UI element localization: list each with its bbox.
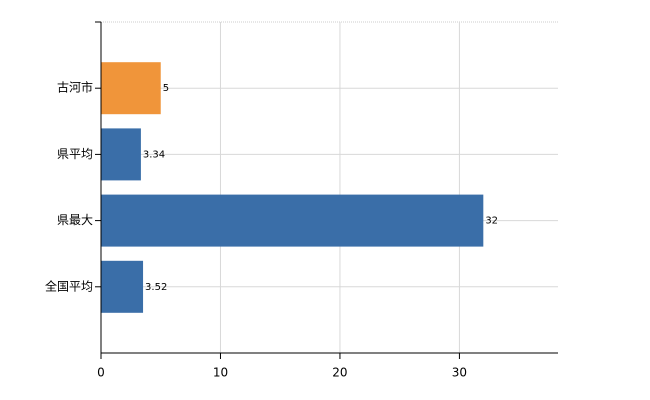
value-label: 3.52 (145, 282, 167, 293)
y-tick-label: 県最大 (57, 213, 93, 227)
value-label: 32 (485, 216, 498, 227)
value-label: 3.34 (143, 149, 165, 160)
x-tick-label: 10 (213, 366, 228, 380)
x-tick-label: 30 (452, 366, 467, 380)
y-tick-label: 古河市 (57, 80, 93, 95)
value-label: 5 (163, 83, 169, 94)
bar (101, 62, 161, 115)
y-tick-label: 全国平均 (45, 278, 93, 293)
x-tick-label: 20 (332, 366, 347, 380)
bar (101, 194, 484, 247)
x-tick-label: 0 (97, 366, 105, 380)
y-tick-label: 県平均 (57, 147, 93, 161)
bar (101, 260, 144, 313)
bar (101, 128, 141, 181)
